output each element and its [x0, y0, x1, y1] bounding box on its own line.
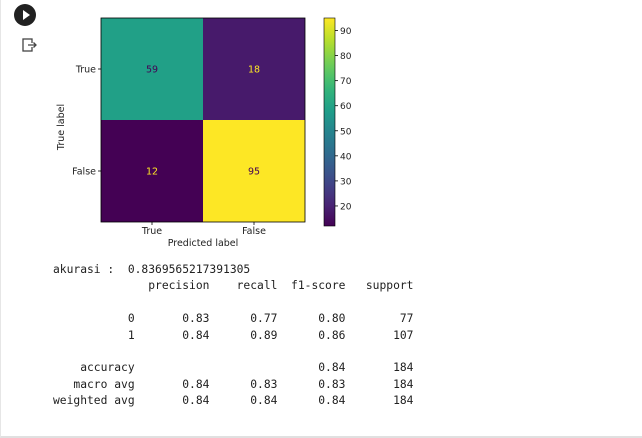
matrix-cell [101, 18, 203, 120]
colorbar [323, 17, 336, 227]
output-redirect-icon[interactable] [22, 38, 38, 52]
cell-value-label: 18 [248, 65, 260, 76]
colorbar-tick-label: 40 [340, 152, 352, 162]
report-line [53, 344, 413, 360]
matrix-cell [203, 120, 305, 222]
cell-value-label: 12 [146, 167, 158, 178]
cell-value-label: 95 [248, 167, 260, 178]
report-line: 1 0.84 0.89 0.86 107 [53, 328, 414, 342]
matrix-cell [203, 18, 305, 120]
run-cell-button[interactable] [14, 4, 36, 26]
colorbar-tick-label: 80 [340, 52, 352, 62]
colorbar-tick-label: 60 [340, 102, 352, 112]
colorbar-tick-label: 20 [340, 202, 352, 212]
x-tick-label: False [242, 226, 266, 237]
report-line: 0 0.83 0.77 0.80 77 [53, 312, 414, 326]
report-line: precision recall f1-score support [53, 279, 414, 293]
colorbar-tick-label: 50 [340, 127, 352, 137]
y-axis-label: True label [56, 104, 67, 151]
cell-value-label: 59 [146, 65, 158, 76]
report-line: akurasi : 0.8369565217391305 [53, 263, 251, 276]
report-line: accuracy 0.84 184 [53, 361, 414, 375]
colorbar-tick-label: 70 [340, 77, 352, 87]
classification-report: akurasi : 0.8369565217391305 precision r… [53, 262, 413, 410]
report-line: weighted avg 0.84 0.84 0.84 184 [53, 394, 414, 408]
matrix-cell [101, 120, 203, 222]
report-line: macro avg 0.84 0.83 0.83 184 [53, 377, 414, 391]
x-tick-label: True [141, 226, 162, 237]
colorbar-tick-label: 30 [340, 177, 352, 187]
report-line [53, 295, 413, 311]
y-tick-label: True [75, 65, 96, 76]
y-tick-label: False [72, 167, 96, 178]
matrix-frame [100, 17, 306, 223]
x-axis-label: Predicted label [168, 238, 239, 249]
colorbar-tick-label: 90 [340, 27, 352, 37]
